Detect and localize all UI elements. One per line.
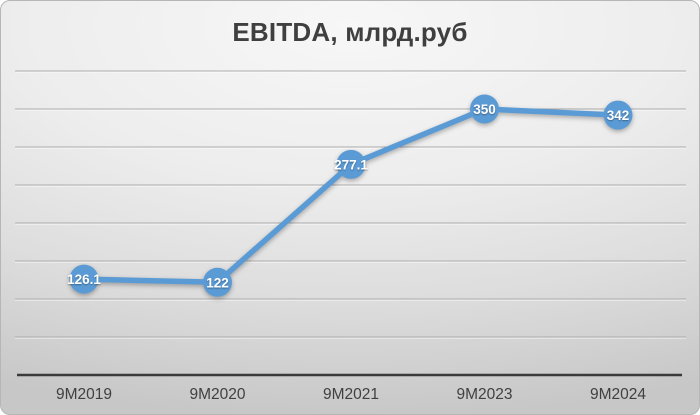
x-axis-label: 9M2021 bbox=[323, 386, 379, 403]
data-point-label: 342 bbox=[607, 108, 630, 123]
x-axis-label: 9M2023 bbox=[456, 386, 512, 403]
data-point-marker bbox=[470, 94, 499, 124]
data-point-marker bbox=[603, 100, 633, 130]
data-point-label: 350 bbox=[473, 102, 496, 117]
x-axis-label: 9M2024 bbox=[590, 386, 646, 403]
series-ebitda bbox=[69, 94, 633, 297]
data-point-label: 126.1 bbox=[67, 272, 101, 287]
data-point-label: 122 bbox=[206, 275, 229, 290]
series-line bbox=[81, 106, 621, 286]
data-point-marker bbox=[336, 149, 366, 179]
data-point-marker bbox=[203, 267, 232, 297]
x-axis-label: 9M2019 bbox=[56, 386, 112, 403]
chart-title: EBITDA, млрд.руб bbox=[232, 17, 468, 47]
data-point-label: 277.1 bbox=[334, 157, 368, 172]
data-labels: 126.1 122 277.1 350 342 bbox=[67, 102, 629, 290]
data-point-marker bbox=[69, 264, 99, 294]
x-axis-label: 9M2020 bbox=[189, 386, 245, 403]
